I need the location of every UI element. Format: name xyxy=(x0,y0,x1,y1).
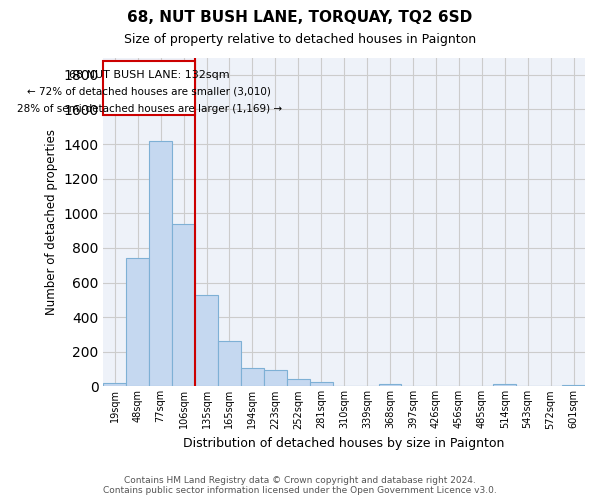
FancyBboxPatch shape xyxy=(103,61,195,116)
X-axis label: Distribution of detached houses by size in Paignton: Distribution of detached houses by size … xyxy=(184,437,505,450)
Y-axis label: Number of detached properties: Number of detached properties xyxy=(44,129,58,315)
Bar xyxy=(172,224,195,386)
Bar xyxy=(379,384,401,386)
Text: Contains HM Land Registry data © Crown copyright and database right 2024.
Contai: Contains HM Land Registry data © Crown c… xyxy=(103,476,497,495)
Bar xyxy=(310,382,332,386)
Text: Size of property relative to detached houses in Paignton: Size of property relative to detached ho… xyxy=(124,32,476,46)
Text: 28% of semi-detached houses are larger (1,169) →: 28% of semi-detached houses are larger (… xyxy=(17,104,282,114)
Bar xyxy=(218,340,241,386)
Bar xyxy=(562,385,585,386)
Text: 68 NUT BUSH LANE: 132sqm: 68 NUT BUSH LANE: 132sqm xyxy=(69,70,229,80)
Bar xyxy=(149,140,172,386)
Bar xyxy=(264,370,287,386)
Bar xyxy=(241,368,264,386)
Bar xyxy=(287,378,310,386)
Text: 68, NUT BUSH LANE, TORQUAY, TQ2 6SD: 68, NUT BUSH LANE, TORQUAY, TQ2 6SD xyxy=(127,10,473,25)
Bar xyxy=(126,258,149,386)
Bar xyxy=(493,384,516,386)
Bar xyxy=(103,383,126,386)
Text: ← 72% of detached houses are smaller (3,010): ← 72% of detached houses are smaller (3,… xyxy=(27,86,271,97)
Bar xyxy=(195,294,218,386)
